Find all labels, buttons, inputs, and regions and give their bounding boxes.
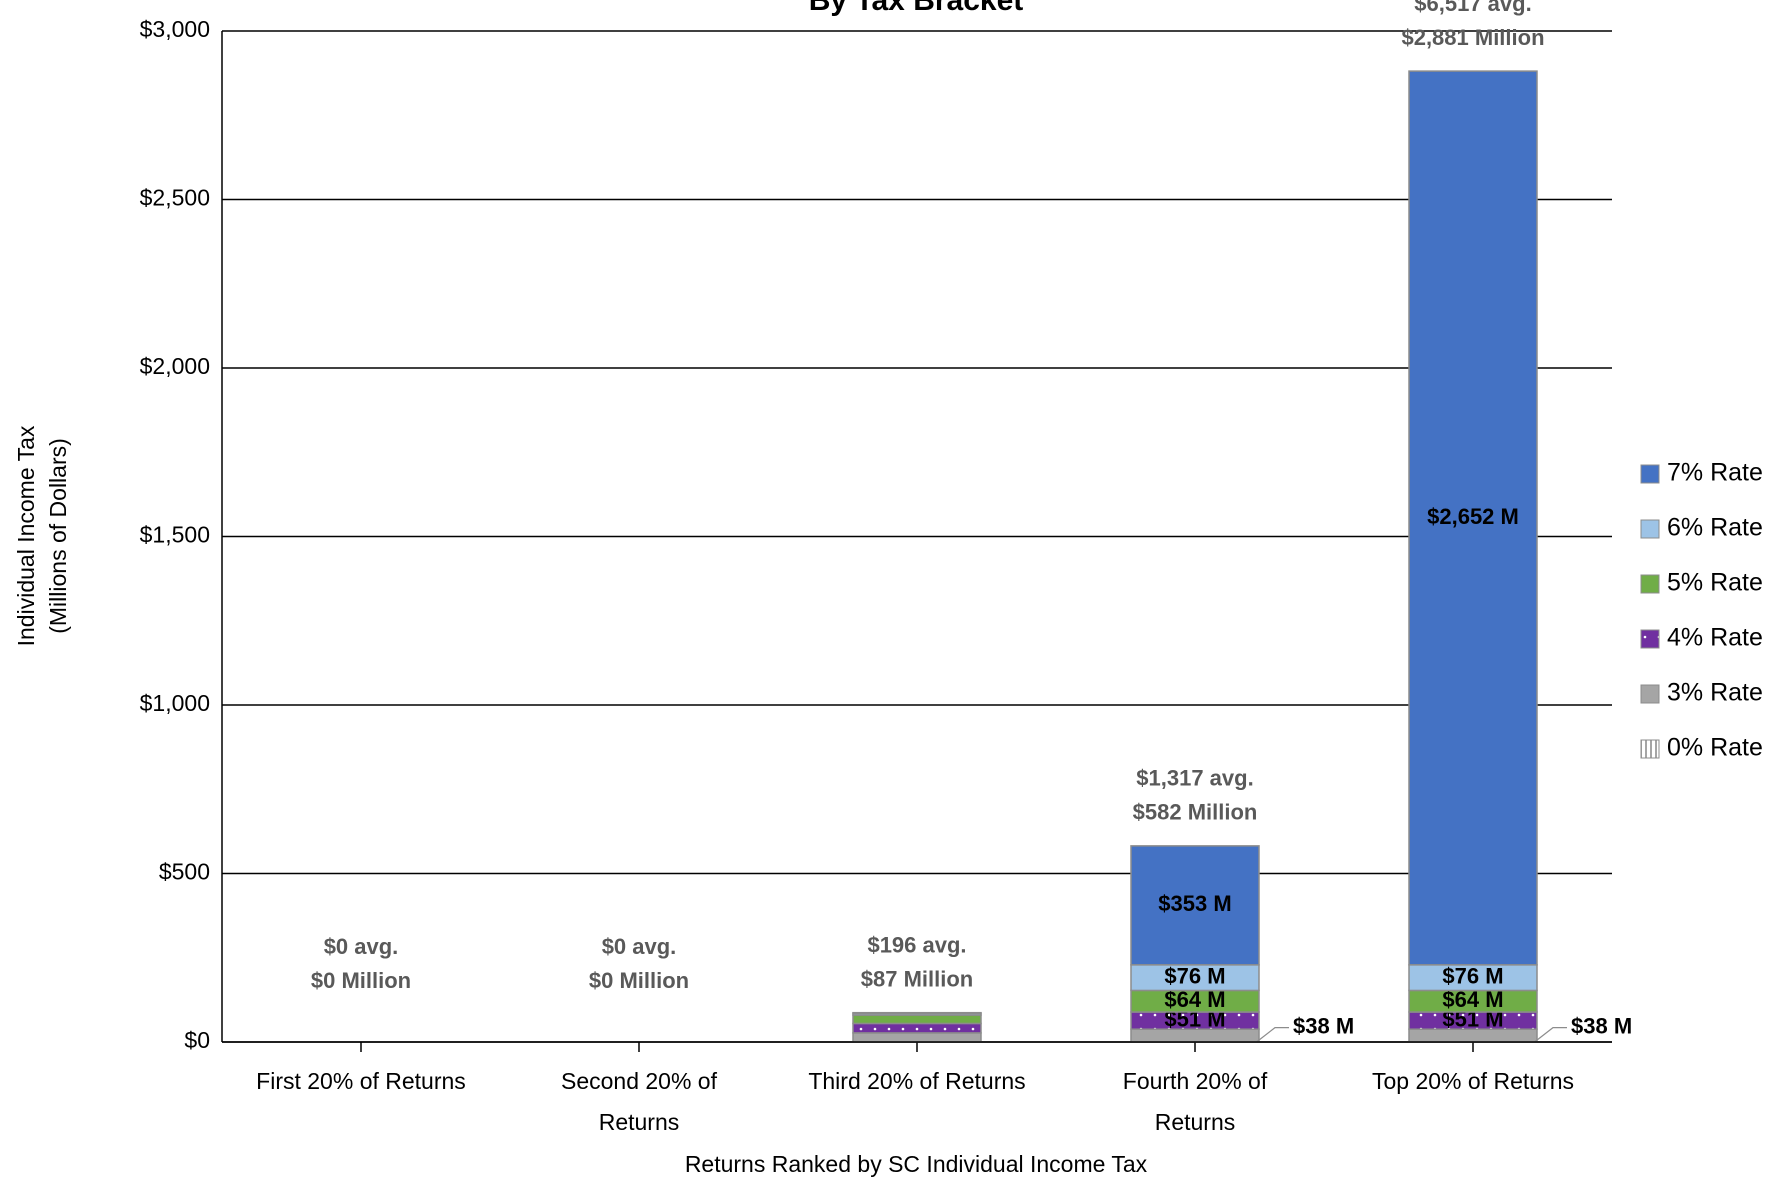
data-label: $64 M	[1164, 987, 1225, 1012]
y-tick-label: $1,000	[140, 690, 210, 716]
avg-label: $6,517 avg.	[1414, 0, 1531, 16]
y-tick-label: $3,000	[140, 16, 210, 42]
y-axis-title: Individual Income Tax	[13, 425, 39, 646]
y-tick-label: $500	[159, 859, 210, 885]
total-label: $87 Million	[861, 966, 973, 991]
total-label: $2,881 Million	[1401, 25, 1544, 50]
legend-swatch	[1640, 739, 1660, 759]
bar-segment	[852, 1022, 982, 1034]
bar-segment	[852, 1032, 982, 1043]
y-tick-label: $0	[184, 1027, 210, 1053]
x-axis-title: Returns Ranked by SC Individual Income T…	[685, 1151, 1148, 1177]
legend-label: 7% Rate	[1667, 459, 1763, 487]
data-label: $64 M	[1442, 987, 1503, 1012]
avg-label: $1,317 avg.	[1136, 766, 1253, 791]
x-tick-label: Third 20% of Returns	[808, 1068, 1025, 1094]
y-tick-label: $2,000	[140, 353, 210, 379]
legend-swatch	[1640, 574, 1660, 594]
x-tick-label: Second 20% of	[561, 1068, 718, 1094]
avg-label: $0 avg.	[602, 934, 677, 959]
bar-segment	[1130, 964, 1260, 992]
data-label: $38 M	[1293, 1013, 1354, 1038]
bar-segment	[1130, 845, 1260, 966]
legend-swatch	[1640, 519, 1660, 539]
bar-segment	[852, 1011, 982, 1015]
bar-segment	[1408, 70, 1538, 966]
legend-label: 6% Rate	[1667, 514, 1763, 542]
chart-title: By Tax Bracket	[809, 0, 1024, 17]
y-tick-label: $1,500	[140, 522, 210, 548]
legend-label: 4% Rate	[1667, 624, 1763, 652]
data-label: $353 M	[1158, 891, 1231, 916]
bar-segment	[1408, 964, 1538, 992]
legend-label: 5% Rate	[1667, 569, 1763, 597]
legend-label: 0% Rate	[1667, 734, 1763, 762]
x-tick-label: First 20% of Returns	[256, 1068, 466, 1094]
avg-label: $196 avg.	[867, 932, 966, 957]
y-axis-title: (Millions of Dollars)	[45, 438, 71, 634]
legend-swatch	[1640, 464, 1660, 484]
data-label: $38 M	[1571, 1013, 1632, 1038]
total-label: $0 Million	[311, 968, 411, 993]
data-label: $2,652 M	[1427, 504, 1519, 529]
data-label: $76 M	[1164, 963, 1225, 988]
data-label: $76 M	[1442, 963, 1503, 988]
leader-line	[1256, 1027, 1289, 1043]
legend-swatch	[1640, 684, 1660, 704]
x-tick-label: Fourth 20% of	[1123, 1068, 1268, 1094]
legend-label: 3% Rate	[1667, 679, 1763, 707]
leader-line	[1534, 1027, 1567, 1043]
x-tick-label: Returns	[1155, 1109, 1236, 1135]
avg-label: $0 avg.	[324, 934, 399, 959]
legend-swatch	[1640, 629, 1660, 649]
total-label: $0 Million	[589, 968, 689, 993]
y-tick-label: $2,500	[140, 185, 210, 211]
bar-segment	[852, 1014, 982, 1025]
x-tick-label: Returns	[599, 1109, 680, 1135]
x-tick-label: Top 20% of Returns	[1372, 1068, 1574, 1094]
total-label: $582 Million	[1133, 800, 1258, 825]
